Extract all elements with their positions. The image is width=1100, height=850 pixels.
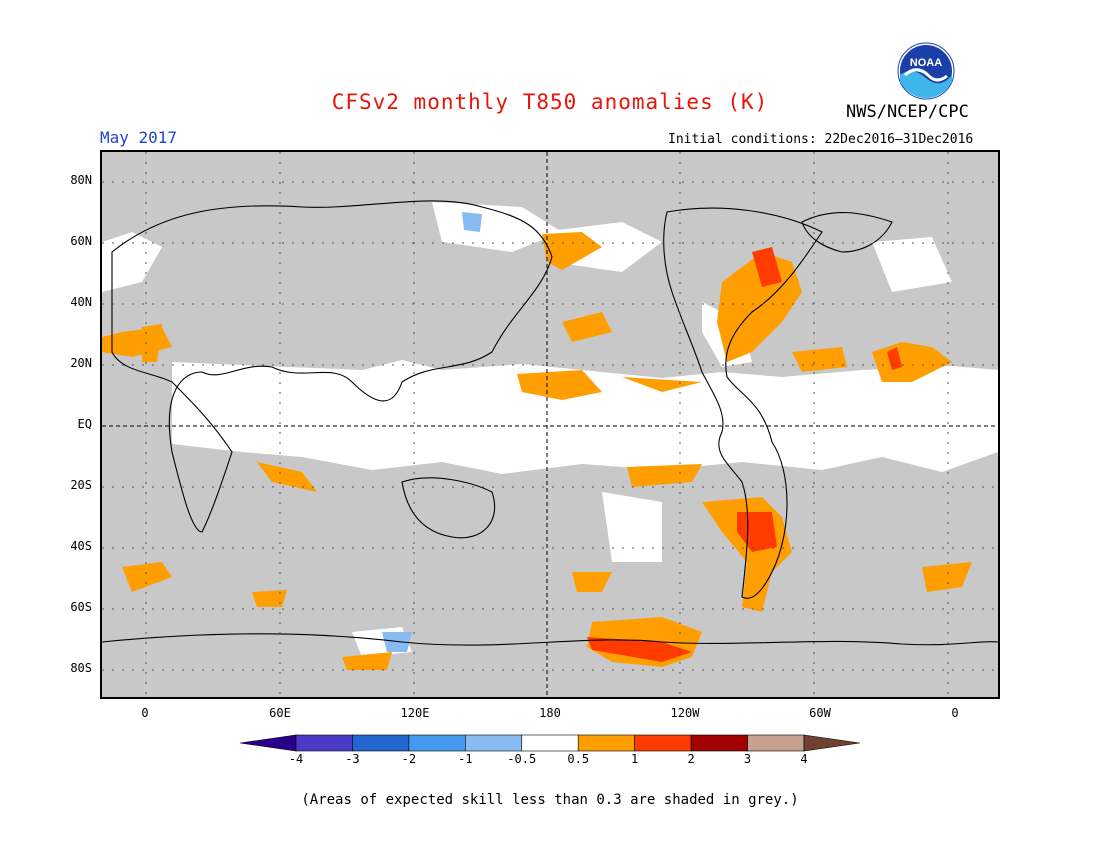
colorbar: [240, 734, 860, 752]
lat-label: 20S: [48, 478, 92, 492]
colorbar-tick: 2: [671, 752, 711, 766]
map-canvas: [102, 152, 998, 697]
colorbar-tick: 1: [615, 752, 655, 766]
colorbar-segment: [804, 735, 860, 751]
lon-label: 0: [115, 706, 175, 720]
lon-label: 60E: [250, 706, 310, 720]
colorbar-tick: 4: [784, 752, 824, 766]
forecast-month: May 2017: [100, 128, 177, 147]
lat-label: EQ: [48, 417, 92, 431]
lon-label: 0: [925, 706, 985, 720]
lat-label: 40S: [48, 539, 92, 553]
logo-text: NOAA: [910, 57, 942, 69]
colorbar-segment: [240, 735, 296, 751]
lat-label: 60S: [48, 600, 92, 614]
lon-label: 180: [520, 706, 580, 720]
colorbar-segment: [635, 735, 691, 751]
colorbar-segment: [352, 735, 408, 751]
anomaly-map: [100, 150, 1000, 699]
noaa-logo: NOAA: [897, 42, 955, 100]
colorbar-tick: -3: [332, 752, 372, 766]
lon-label: 120E: [385, 706, 445, 720]
initial-conditions: Initial conditions: 22Dec2016–31Dec2016: [668, 132, 973, 147]
colorbar-tick: -1: [445, 752, 485, 766]
colorbar-tick: -0.5: [502, 752, 542, 766]
colorbar-segment: [748, 735, 804, 751]
colorbar-segment: [578, 735, 634, 751]
colorbar-segment: [409, 735, 465, 751]
lon-label: 60W: [790, 706, 850, 720]
lat-label: 20N: [48, 356, 92, 370]
colorbar-tick: -2: [389, 752, 429, 766]
lat-label: 80S: [48, 661, 92, 675]
colorbar-segment: [691, 735, 747, 751]
agency-label: NWS/NCEP/CPC: [846, 102, 969, 122]
lon-label: 120W: [655, 706, 715, 720]
lat-label: 60N: [48, 234, 92, 248]
colorbar-segment: [465, 735, 521, 751]
colorbar-tick: 0.5: [558, 752, 598, 766]
skill-footnote: (Areas of expected skill less than 0.3 a…: [0, 792, 1100, 808]
lat-label: 40N: [48, 295, 92, 309]
lat-label: 80N: [48, 173, 92, 187]
colorbar-segment: [522, 735, 578, 751]
colorbar-tick: -4: [276, 752, 316, 766]
colorbar-tick: 3: [728, 752, 768, 766]
colorbar-segment: [296, 735, 352, 751]
